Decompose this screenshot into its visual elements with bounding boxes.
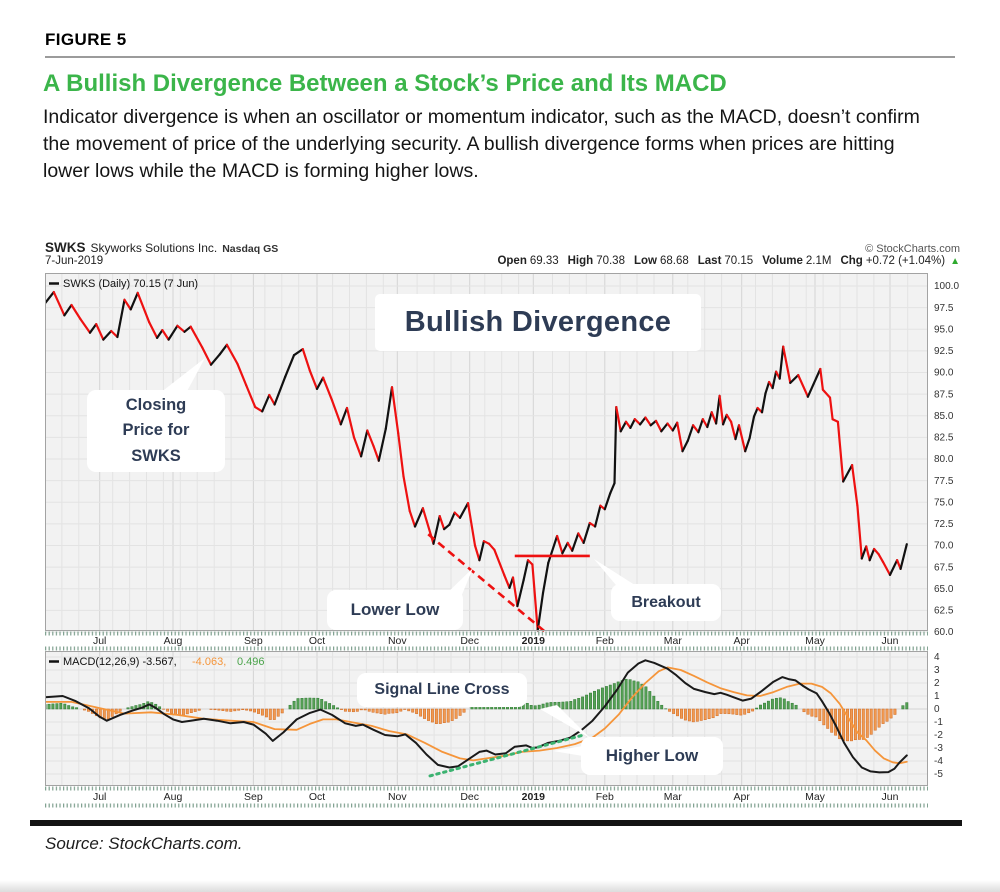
- svg-text:-4: -4: [934, 756, 943, 767]
- svg-text:SWKS (Daily) 70.15 (7 Jun): SWKS (Daily) 70.15 (7 Jun): [63, 278, 198, 290]
- svg-text:Jul: Jul: [93, 791, 106, 803]
- svg-text:Apr: Apr: [734, 791, 751, 803]
- chart-title-left: SWKS Skyworks Solutions Inc. Nasdaq GS: [45, 240, 278, 255]
- quote-item: Chg +0.72 (+1.04%): [840, 255, 946, 267]
- price-line: [45, 291, 908, 632]
- svg-text:Sep: Sep: [244, 635, 263, 647]
- svg-text:Jul: Jul: [93, 635, 106, 647]
- svg-text:62.5: 62.5: [934, 606, 954, 617]
- svg-text:90.0: 90.0: [934, 368, 954, 379]
- svg-text:1: 1: [934, 691, 940, 702]
- svg-text:65.0: 65.0: [934, 584, 954, 595]
- gridlines: [45, 273, 928, 786]
- svg-text:2019: 2019: [522, 635, 546, 647]
- quote-values: Open 69.33 High 70.38 Low 68.68 Last 70.15 Volum…: [488, 255, 945, 267]
- annotation-lower-low: Lower Low: [327, 590, 463, 630]
- macd-plot-bg: [45, 651, 928, 786]
- svg-text:Dec: Dec: [460, 791, 479, 803]
- stockcharts-credit: © StockCharts.com: [865, 243, 960, 255]
- svg-text:Dec: Dec: [460, 635, 479, 647]
- svg-text:Nov: Nov: [388, 635, 407, 647]
- figure-label: FIGURE 5: [45, 30, 127, 49]
- svg-text:-3: -3: [934, 743, 943, 754]
- svg-text:Mar: Mar: [664, 635, 683, 647]
- svg-text:60.0: 60.0: [934, 627, 954, 638]
- svg-text:87.5: 87.5: [934, 389, 954, 400]
- annotation-breakout: Breakout: [611, 584, 721, 621]
- price-overlays: [427, 533, 590, 778]
- svg-text:Aug: Aug: [164, 635, 183, 647]
- chart-date: 7-Jun-2019: [45, 255, 104, 267]
- figure-description: Indicator divergence is when an oscillat…: [43, 106, 920, 182]
- svg-text:3: 3: [934, 665, 940, 676]
- svg-text:Oct: Oct: [309, 635, 325, 647]
- company-name: Skyworks Solutions Inc.: [90, 241, 218, 255]
- svg-text:-5: -5: [934, 769, 943, 780]
- annotation-bullish-divergence: Bullish Divergence: [375, 294, 701, 351]
- quote-item: Last 70.15: [697, 255, 754, 267]
- axis-labels: 100.0 97.5 95.0 92.5 90.0 87.5 85.0 82.5 80.0 77.…: [93, 281, 959, 803]
- svg-text:77.5: 77.5: [934, 476, 954, 487]
- svg-text:Apr: Apr: [734, 635, 751, 647]
- svg-text:92.5: 92.5: [934, 346, 954, 357]
- svg-text:Jun: Jun: [882, 791, 899, 803]
- macd-plot-border: [45, 651, 928, 786]
- svg-text:Mar: Mar: [664, 791, 683, 803]
- svg-text:85.0: 85.0: [934, 411, 954, 422]
- plot-legends: SWKS (Daily) 70.15 (7 Jun) MACD(12,26,9) …: [49, 278, 265, 668]
- exchange-name: Nasdaq GS: [222, 243, 279, 255]
- svg-text:Feb: Feb: [596, 791, 614, 803]
- annotation-higher-low: Higher Low: [581, 737, 723, 775]
- svg-text:4: 4: [934, 652, 940, 663]
- header-divider: [45, 56, 955, 58]
- svg-text:80.0: 80.0: [934, 454, 954, 465]
- chart-area: 100.0 97.5 95.0 92.5 90.0 87.5 85.0 82.5 80.0 77.…: [45, 273, 960, 810]
- svg-text:2019: 2019: [522, 791, 546, 803]
- quote-item: Open 69.33: [497, 255, 559, 267]
- source-credit: Source: StockCharts.com.: [45, 834, 243, 853]
- svg-text:Jun: Jun: [882, 635, 899, 647]
- footer-divider: [30, 820, 962, 826]
- price-plot-border: [45, 273, 928, 631]
- svg-text:Oct: Oct: [309, 791, 325, 803]
- svg-text:70.0: 70.0: [934, 541, 954, 552]
- ticker-symbol: SWKS: [45, 240, 86, 255]
- annotation-closing-price: Closing Price for SWKS: [87, 390, 225, 472]
- svg-text:0.496: 0.496: [237, 656, 265, 668]
- figure-title: A Bullish Divergence Between a Stock’s P…: [43, 70, 727, 97]
- svg-text:82.5: 82.5: [934, 433, 954, 444]
- up-triangle-icon: ▲: [950, 256, 960, 267]
- stockchart-block: SWKS Skyworks Solutions Inc. Nasdaq GS © S…: [45, 240, 960, 810]
- chart-header-row1: SWKS Skyworks Solutions Inc. Nasdaq GS © S…: [45, 240, 960, 255]
- svg-text:95.0: 95.0: [934, 325, 954, 336]
- svg-text:May: May: [805, 635, 826, 647]
- price-macd-chart: 100.0 97.5 95.0 92.5 90.0 87.5 85.0 82.5 80.0 77.…: [45, 273, 959, 808]
- svg-text:Nov: Nov: [388, 791, 407, 803]
- svg-text:Sep: Sep: [244, 791, 263, 803]
- svg-text:May: May: [805, 791, 826, 803]
- quote-item: High 70.38: [567, 255, 625, 267]
- svg-text:100.0: 100.0: [934, 281, 959, 292]
- quote-item: Low 68.68: [633, 255, 689, 267]
- svg-text:0: 0: [934, 704, 940, 715]
- svg-text:2: 2: [934, 678, 940, 689]
- svg-text:75.0: 75.0: [934, 497, 954, 508]
- page-edge-shadow: [0, 880, 1000, 892]
- quote-bar: Open 69.33 High 70.38 Low 68.68 Last 70.15 Volum…: [488, 255, 960, 267]
- svg-text:-4.063,: -4.063,: [192, 656, 226, 668]
- svg-text:67.5: 67.5: [934, 562, 954, 573]
- quote-item: Volume 2.1M: [762, 255, 832, 267]
- chart-header-row2: 7-Jun-2019 Open 69.33 High 70.38 Low 68.68 Las…: [45, 255, 960, 271]
- svg-text:-2: -2: [934, 730, 943, 741]
- svg-text:Aug: Aug: [164, 791, 183, 803]
- svg-text:97.5: 97.5: [934, 303, 954, 314]
- annotation-signal-line-cross: Signal Line Cross: [357, 673, 527, 707]
- svg-text:Feb: Feb: [596, 635, 614, 647]
- svg-text:MACD(12,26,9) -3.567,: MACD(12,26,9) -3.567,: [63, 656, 177, 668]
- svg-text:-1: -1: [934, 717, 943, 728]
- svg-text:72.5: 72.5: [934, 519, 954, 530]
